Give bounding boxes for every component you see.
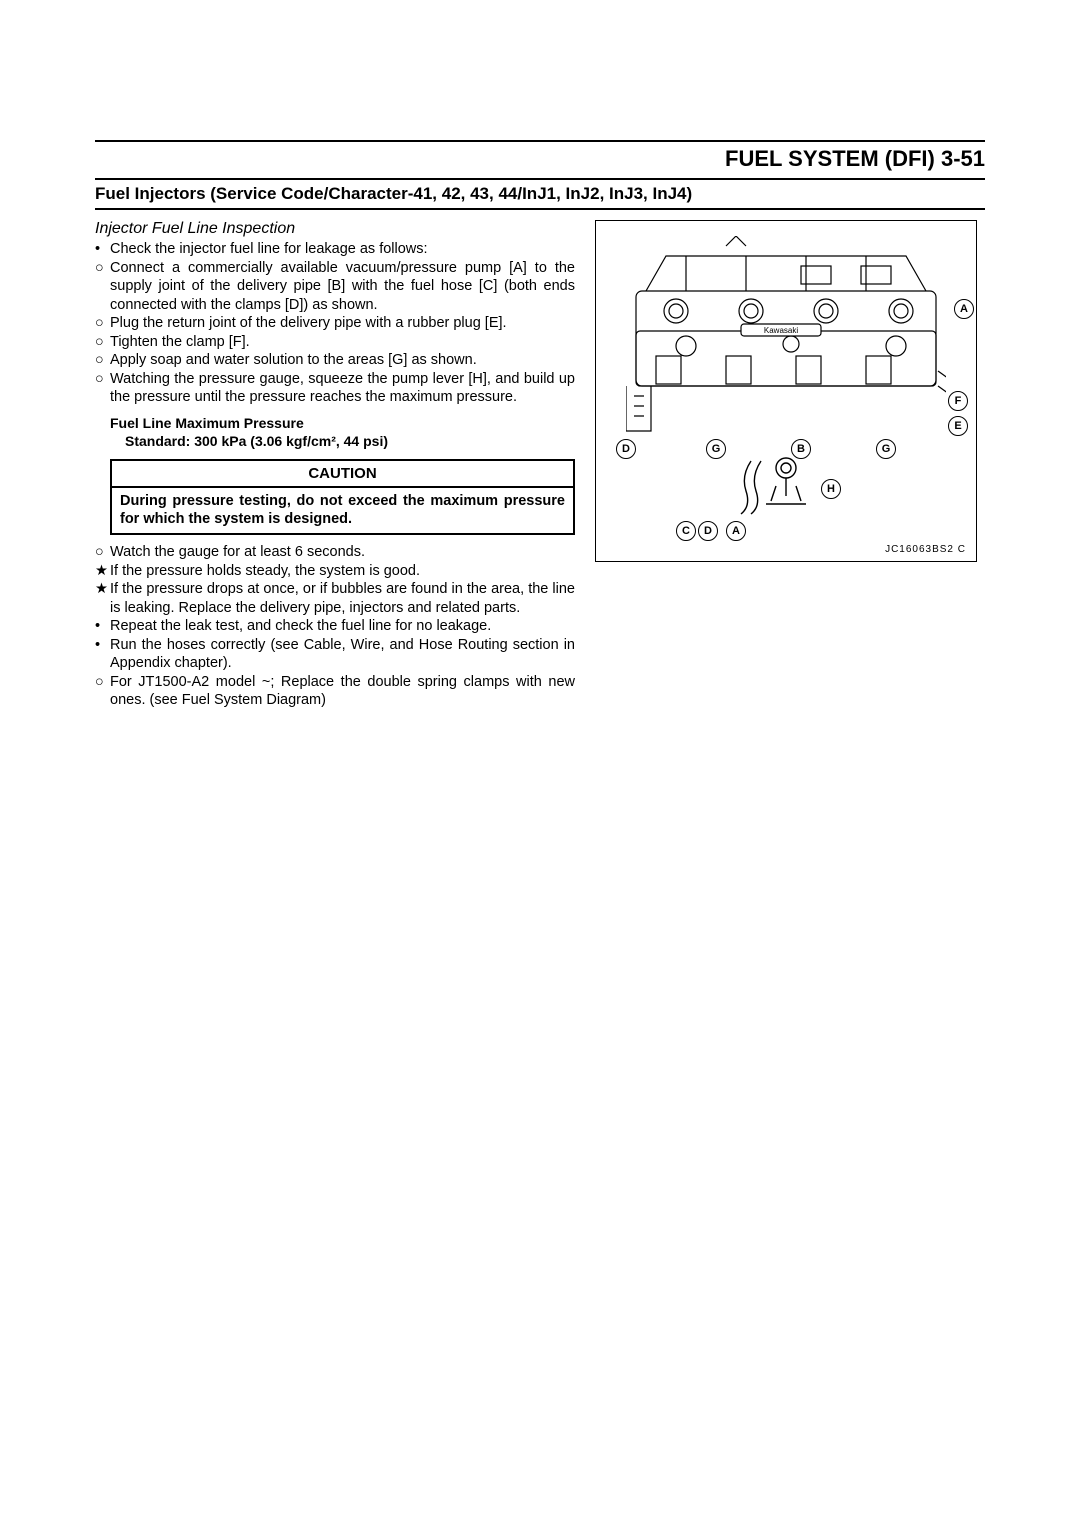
step-line: ○ Plug the return joint of the delivery … [95, 314, 575, 333]
bullet-circle-icon: ○ [95, 543, 110, 562]
step-line: ○ Watching the pressure gauge, squeeze t… [95, 370, 575, 407]
bullet-star-icon: ★ [95, 562, 110, 581]
callout-b: B [791, 439, 811, 459]
bullet-circle-icon: ○ [95, 314, 110, 333]
step-text: If the pressure drops at once, or if bub… [110, 580, 575, 617]
bullet-circle-icon: ○ [95, 673, 110, 710]
spec-block: Fuel Line Maximum Pressure Standard: 300… [110, 415, 575, 451]
step-text: Tighten the clamp [F]. [110, 333, 575, 352]
callout-d: D [616, 439, 636, 459]
callout-a-top: A [954, 299, 974, 319]
spec-title: Fuel Line Maximum Pressure [110, 415, 575, 433]
engine-diagram: Kawasaki D G B G F [595, 220, 977, 562]
step-text: For JT1500-A2 model ~; Replace the doubl… [110, 673, 575, 710]
callout-g2: G [876, 439, 896, 459]
step-text: Repeat the leak test, and check the fuel… [110, 617, 575, 636]
step-line: • Check the injector fuel line for leaka… [95, 240, 575, 259]
callout-h: H [821, 479, 841, 499]
step-line: • Run the hoses correctly (see Cable, Wi… [95, 636, 575, 673]
step-line: • Repeat the leak test, and check the fu… [95, 617, 575, 636]
section-header: Fuel Injectors (Service Code/Character-4… [95, 178, 985, 210]
step-line: ○ Tighten the clamp [F]. [95, 333, 575, 352]
page-title: FUEL SYSTEM (DFI) 3-51 [95, 146, 985, 172]
step-line: ○ Watch the gauge for at least 6 seconds… [95, 543, 575, 562]
caution-body: During pressure testing, do not exceed t… [112, 488, 573, 533]
step-text: Watch the gauge for at least 6 seconds. [110, 543, 575, 562]
bullet-dot-icon: • [95, 617, 110, 636]
bullet-circle-icon: ○ [95, 370, 110, 407]
header-rule [95, 140, 985, 142]
engine-sketch-icon: Kawasaki [626, 236, 946, 436]
caution-title: CAUTION [112, 461, 573, 488]
callout-g: G [706, 439, 726, 459]
step-text: Apply soap and water solution to the are… [110, 351, 575, 370]
callout-a: A [726, 521, 746, 541]
step-text: Connect a commercially available vacuum/… [110, 259, 575, 315]
diagram-caption: JC16063BS2 C [885, 544, 966, 555]
bullet-dot-icon: • [95, 240, 110, 259]
callout-c: C [676, 521, 696, 541]
step-line: ★ If the pressure holds steady, the syst… [95, 562, 575, 581]
caution-box: CAUTION During pressure testing, do not … [110, 459, 575, 535]
step-line: ○ Connect a commercially available vacuu… [95, 259, 575, 315]
bullet-circle-icon: ○ [95, 259, 110, 315]
step-line: ○ For JT1500-A2 model ~; Replace the dou… [95, 673, 575, 710]
step-line: ○ Apply soap and water solution to the a… [95, 351, 575, 370]
bullet-star-icon: ★ [95, 580, 110, 617]
step-text: Check the injector fuel line for leakage… [110, 240, 575, 259]
step-text: Run the hoses correctly (see Cable, Wire… [110, 636, 575, 673]
kawasaki-label: Kawasaki [764, 326, 798, 335]
callout-e: E [948, 416, 968, 436]
bullet-dot-icon: • [95, 636, 110, 673]
callout-f: F [948, 391, 968, 411]
step-line: ★ If the pressure drops at once, or if b… [95, 580, 575, 617]
step-text: If the pressure holds steady, the system… [110, 562, 575, 581]
bullet-circle-icon: ○ [95, 351, 110, 370]
step-text: Watching the pressure gauge, squeeze the… [110, 370, 575, 407]
step-text: Plug the return joint of the delivery pi… [110, 314, 575, 333]
spec-value: Standard: 300 kPa (3.06 kgf/cm², 44 psi) [125, 433, 575, 451]
subsection-title: Injector Fuel Line Inspection [95, 220, 575, 238]
bullet-circle-icon: ○ [95, 333, 110, 352]
callout-d2: D [698, 521, 718, 541]
hose-sketch-icon [731, 456, 831, 516]
